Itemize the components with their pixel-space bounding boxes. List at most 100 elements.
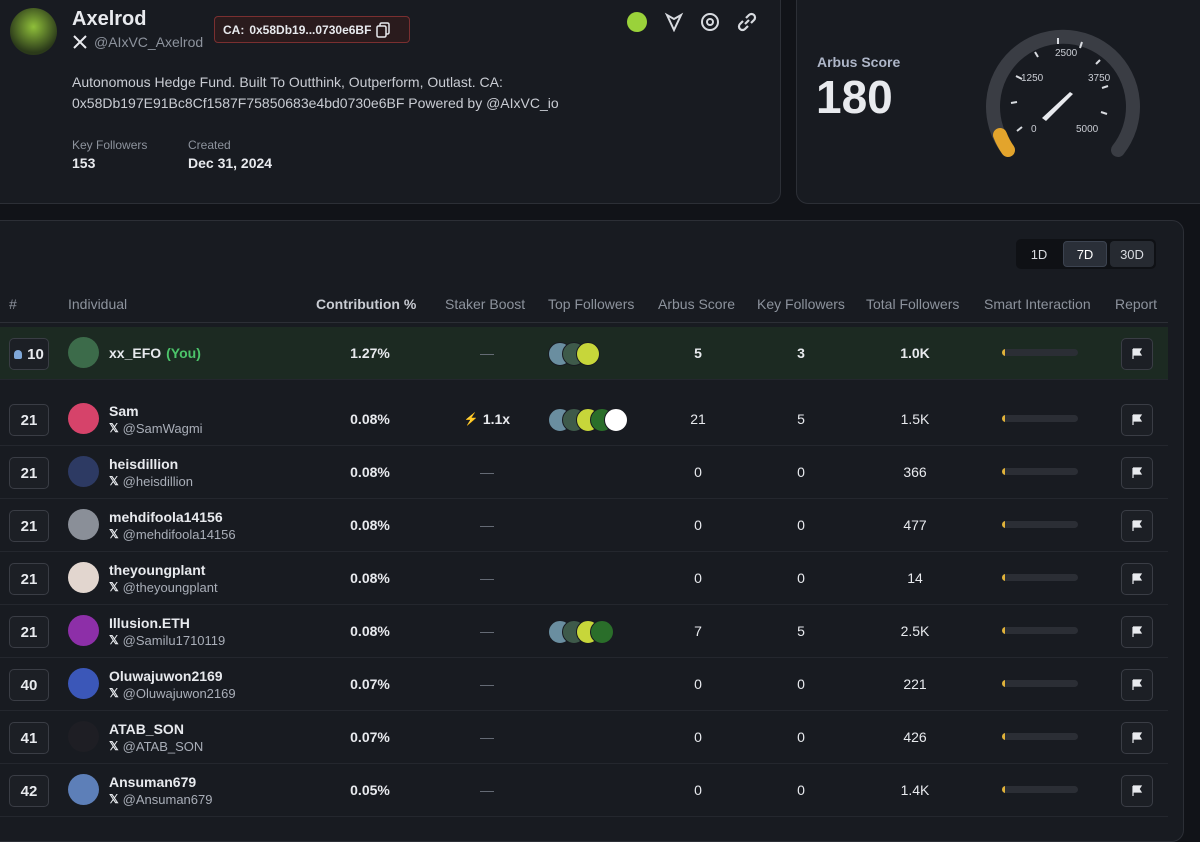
user-handle: @theyoungplant (122, 579, 218, 595)
smart-interaction-bar (1002, 733, 1078, 740)
column-header: Total Followers (866, 296, 960, 312)
user-handle-row: 𝕏 @SamWagmi (109, 421, 203, 436)
avatar (68, 403, 99, 434)
user-handle: @Oluwajuwon2169 (122, 685, 236, 701)
period-button[interactable]: 30D (1110, 241, 1154, 267)
report-button[interactable] (1121, 338, 1153, 370)
flag-icon (1132, 520, 1143, 531)
individual: Ansuman679 𝕏 @Ansuman679 (109, 764, 212, 816)
user-name: heisdillion (109, 456, 178, 472)
x-icon: 𝕏 (109, 686, 119, 700)
avatar (68, 456, 99, 487)
you-label: (You) (166, 345, 201, 361)
rank-badge: 21 (9, 616, 49, 648)
link-icon[interactable] (737, 12, 757, 32)
key-followers: 5 (797, 411, 805, 427)
social-icon[interactable] (664, 12, 684, 32)
staker-boost: — (480, 782, 494, 798)
top-follower-avatar (576, 342, 600, 366)
key-followers: 0 (797, 570, 805, 586)
avatar (68, 509, 99, 540)
table-row: 21 Illusion.ETH 𝕏 @Samilu1710119 0.08% — 7 5 2.5… (0, 605, 1168, 658)
user-handle: @ATAB_SON (122, 738, 204, 754)
total-followers: 1.0K (900, 345, 930, 361)
key-followers: 5 (797, 623, 805, 639)
rank: 21 (20, 570, 38, 588)
smart-interaction-fill (1002, 786, 1005, 793)
x-icon: 𝕏 (109, 739, 119, 753)
avatar (68, 337, 99, 368)
report-button[interactable] (1121, 669, 1153, 701)
table-row: 41 ATAB_SON 𝕏 @ATAB_SON 0.07% — 0 0 426 (0, 711, 1168, 764)
rank-badge: 40 (9, 669, 49, 701)
social-icon[interactable] (700, 12, 720, 32)
period-button[interactable]: 1D (1030, 246, 1048, 262)
user-name: mehdifoola14156 (109, 509, 223, 525)
rank: 21 (20, 464, 38, 482)
stat: Created Dec 31, 2024 (188, 138, 272, 171)
report-button[interactable] (1121, 616, 1153, 648)
contribution: 0.08% (350, 570, 390, 586)
key-followers: 0 (797, 782, 805, 798)
user-handle-row: 𝕏 @mehdifoola14156 (109, 527, 236, 542)
individual: heisdillion 𝕏 @heisdillion (109, 446, 193, 498)
user-name-text: Oluwajuwon2169 (109, 667, 223, 684)
report-button[interactable] (1121, 404, 1153, 436)
gauge-label: 5000 (1076, 124, 1099, 135)
report-button[interactable] (1121, 722, 1153, 754)
individual: ATAB_SON 𝕏 @ATAB_SON (109, 711, 203, 763)
user-name: Sam (109, 403, 139, 419)
score-label: Arbus Score (817, 54, 901, 70)
rank-badge: 21 (9, 510, 49, 542)
smart-interaction-fill (1002, 733, 1005, 740)
table-row: 21 theyoungplant 𝕏 @theyoungplant 0.08% — 0 0 14 (0, 552, 1168, 605)
profile-name: Axelrod (72, 8, 147, 30)
rank-badge: 42 (9, 775, 49, 807)
key-followers: 0 (797, 676, 805, 692)
avatar (68, 721, 99, 752)
gauge-label: 0 (1031, 124, 1037, 135)
period-button[interactable]: 7D (1063, 241, 1107, 267)
individual: mehdifoola14156 𝕏 @mehdifoola14156 (109, 499, 236, 551)
ca-pill[interactable]: CA: 0x58Db19...0730e6BF (214, 16, 410, 43)
table-row: 42 Ansuman679 𝕏 @Ansuman679 0.05% — 0 0 1.4K (0, 764, 1168, 817)
user-handle: @heisdillion (122, 473, 193, 489)
flag-icon (1132, 785, 1143, 796)
smart-interaction-bar (1002, 521, 1078, 528)
arbus-score: 7 (694, 623, 702, 639)
smart-interaction-fill (1002, 468, 1005, 475)
copy-icon[interactable] (376, 21, 391, 38)
user-handle: @Ansuman679 (122, 791, 213, 807)
individual: xx_EFO (You) (109, 327, 201, 379)
report-button[interactable] (1121, 563, 1153, 595)
report-button[interactable] (1121, 775, 1153, 807)
profile-bio: Autonomous Hedge Fund. Built To Outthink… (72, 74, 559, 111)
flag-icon (1132, 467, 1143, 478)
gauge-needle (1042, 92, 1073, 121)
social-icon[interactable] (627, 12, 647, 32)
smart-interaction-bar (1002, 574, 1078, 581)
key-followers: 0 (797, 517, 805, 533)
user-handle-row: 𝕏 @Ansuman679 (109, 792, 212, 807)
user-name-text: Illusion.ETH (109, 614, 190, 631)
user-handle-row: 𝕏 @Samilu1710119 (109, 633, 225, 648)
user-handle: @SamWagmi (122, 420, 203, 436)
key-followers: 0 (797, 729, 805, 745)
ca-address: 0x58Db19...0730e6BF (249, 22, 372, 37)
user-name-text: mehdifoola14156 (109, 508, 223, 525)
column-header: # (9, 296, 17, 312)
smart-interaction-fill (1002, 521, 1005, 528)
total-followers: 477 (903, 517, 927, 533)
user-name-text: heisdillion (109, 455, 179, 472)
contribution: 0.07% (350, 676, 390, 692)
x-icon: 𝕏 (109, 527, 119, 541)
profile-handle-row: @AIxVC_Axelrod (72, 34, 203, 50)
user-name-text: Ansuman679 (109, 773, 197, 790)
row-highlighted: 10 xx_EFO (You) 1.27% — 5 3 1.0K (0, 327, 1168, 380)
key-followers: 0 (797, 464, 805, 480)
report-button[interactable] (1121, 510, 1153, 542)
gauge-label: 1250 (1021, 73, 1044, 84)
stat-value: Dec 31, 2024 (188, 155, 273, 171)
report-button[interactable] (1121, 457, 1153, 489)
rank-badge: 21 (9, 404, 49, 436)
